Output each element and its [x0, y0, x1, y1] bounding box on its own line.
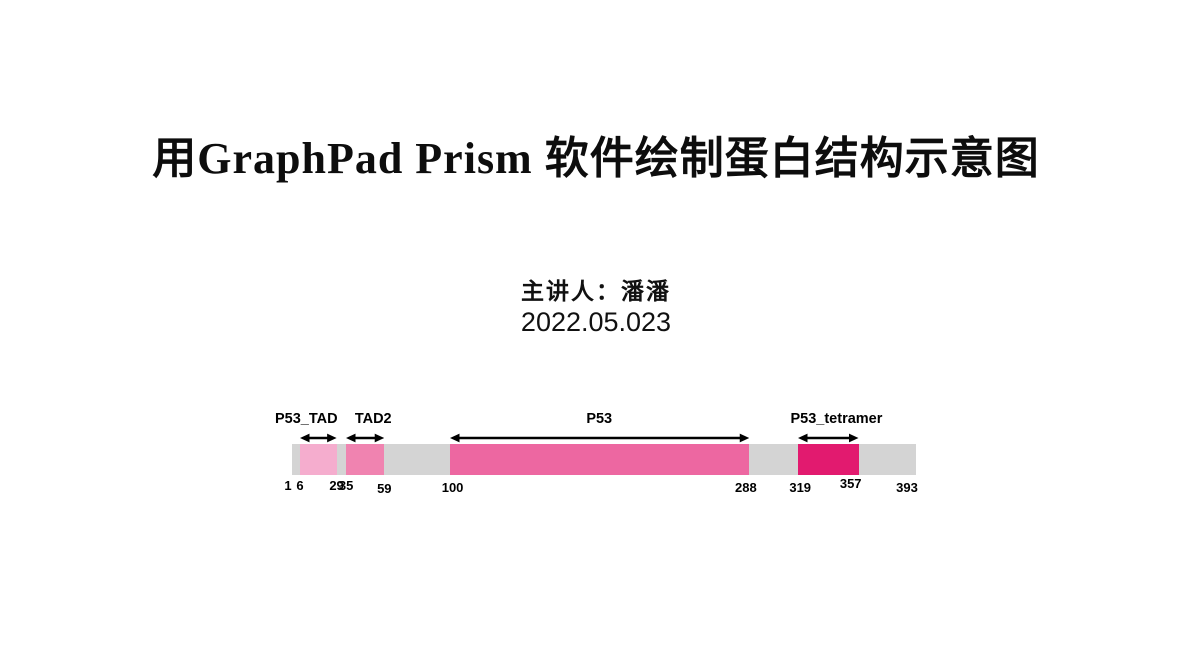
domain-segment-TAD2 [346, 444, 385, 475]
domain-label-P53_tetramer: P53_tetramer [790, 411, 883, 427]
slide-title: 用GraphPad Prism 软件绘制蛋白结构示意图 [152, 134, 1040, 183]
residue-tick-319: 319 [789, 480, 812, 495]
domain-label-TAD2: TAD2 [354, 411, 392, 427]
range-arrow-P53 [449, 433, 749, 443]
residue-tick-357: 357 [839, 476, 862, 491]
presenter-line: 主讲人：潘潘 [521, 279, 671, 304]
residue-tick-288: 288 [734, 480, 757, 495]
residue-tick-6: 6 [296, 478, 304, 493]
domain-label-P53_TAD: P53_TAD [274, 411, 338, 427]
range-arrow-P53_tetramer [798, 433, 859, 443]
residue-tick-1: 1 [284, 478, 292, 493]
residue-tick-29: 29 [329, 478, 344, 493]
range-arrow-P53_TAD [299, 433, 337, 443]
domain-segment-P53_tetramer [798, 444, 859, 475]
domain-segment-P53 [449, 444, 749, 475]
residue-tick-100: 100 [441, 480, 464, 495]
date-line: 2022.05.023 [520, 307, 672, 337]
domain-segment-P53_TAD [299, 444, 337, 475]
residue-tick-35: 35 [338, 478, 354, 493]
residue-tick-393: 393 [896, 480, 918, 495]
residue-tick-59: 59 [377, 481, 392, 496]
domain-label-P53: P53 [586, 411, 613, 427]
protein-domain-diagram: P53_TAD TAD2 P53 P53_tetramer 1 6 29 35 59 100 288… [275, 410, 918, 500]
range-arrow-TAD2 [346, 433, 385, 443]
